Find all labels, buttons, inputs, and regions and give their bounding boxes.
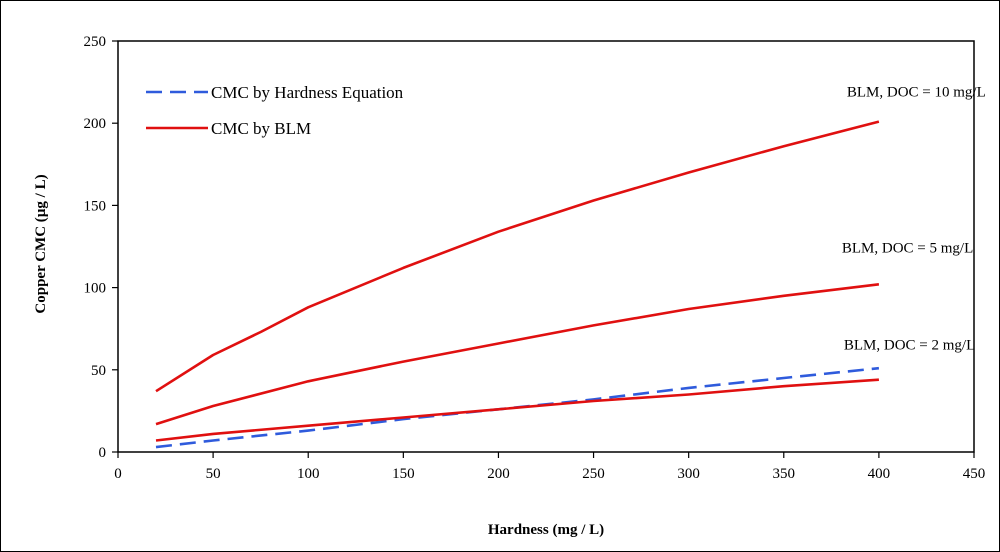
x-axis-title: Hardness (mg / L) <box>488 522 604 538</box>
x-tick-label-1: 50 <box>206 466 221 482</box>
legend-label-1: CMC by BLM <box>211 119 311 138</box>
series-annotation-0: BLM, DOC = 10 mg/L <box>847 85 986 101</box>
axes-layer: 0 50 100 150 200 250 300 350 400 450 0 50 100 150 200 2… <box>84 34 986 482</box>
legend-label-0: CMC by Hardness Equation <box>211 83 404 102</box>
series-annotation-2: BLM, DOC = 2 mg/L <box>844 338 975 354</box>
series-line-1 <box>155 120 880 393</box>
series-layer <box>155 120 880 449</box>
x-tick-label-7: 350 <box>773 466 796 482</box>
x-tick-label-5: 250 <box>582 466 605 482</box>
series-line-3 <box>155 378 879 442</box>
x-tick-label-2: 100 <box>297 466 320 482</box>
x-tick-label-3: 150 <box>392 466 415 482</box>
x-tick-label-0: 0 <box>114 466 122 482</box>
y-axis-title: Copper CMC (µg / L) <box>33 174 49 313</box>
y-tick-label-3: 150 <box>84 198 107 214</box>
series-line-2 <box>155 283 880 426</box>
annotation-layer: BLM, DOC = 10 mg/L BLM, DOC = 5 mg/L BLM, … <box>842 85 986 354</box>
y-tick-label-1: 50 <box>91 363 106 379</box>
x-tick-label-8: 400 <box>868 466 891 482</box>
y-tick-label-0: 0 <box>99 445 107 461</box>
x-tick-label-4: 200 <box>487 466 510 482</box>
y-tick-label-4: 200 <box>84 116 107 132</box>
y-tick-label-5: 250 <box>84 34 107 50</box>
legend: CMC by Hardness Equation CMC by BLM <box>146 83 404 138</box>
y-tick-label-2: 100 <box>84 281 107 297</box>
x-tick-label-6: 300 <box>677 466 700 482</box>
series-annotation-1: BLM, DOC = 5 mg/L <box>842 240 973 256</box>
x-tick-label-9: 450 <box>963 466 986 482</box>
